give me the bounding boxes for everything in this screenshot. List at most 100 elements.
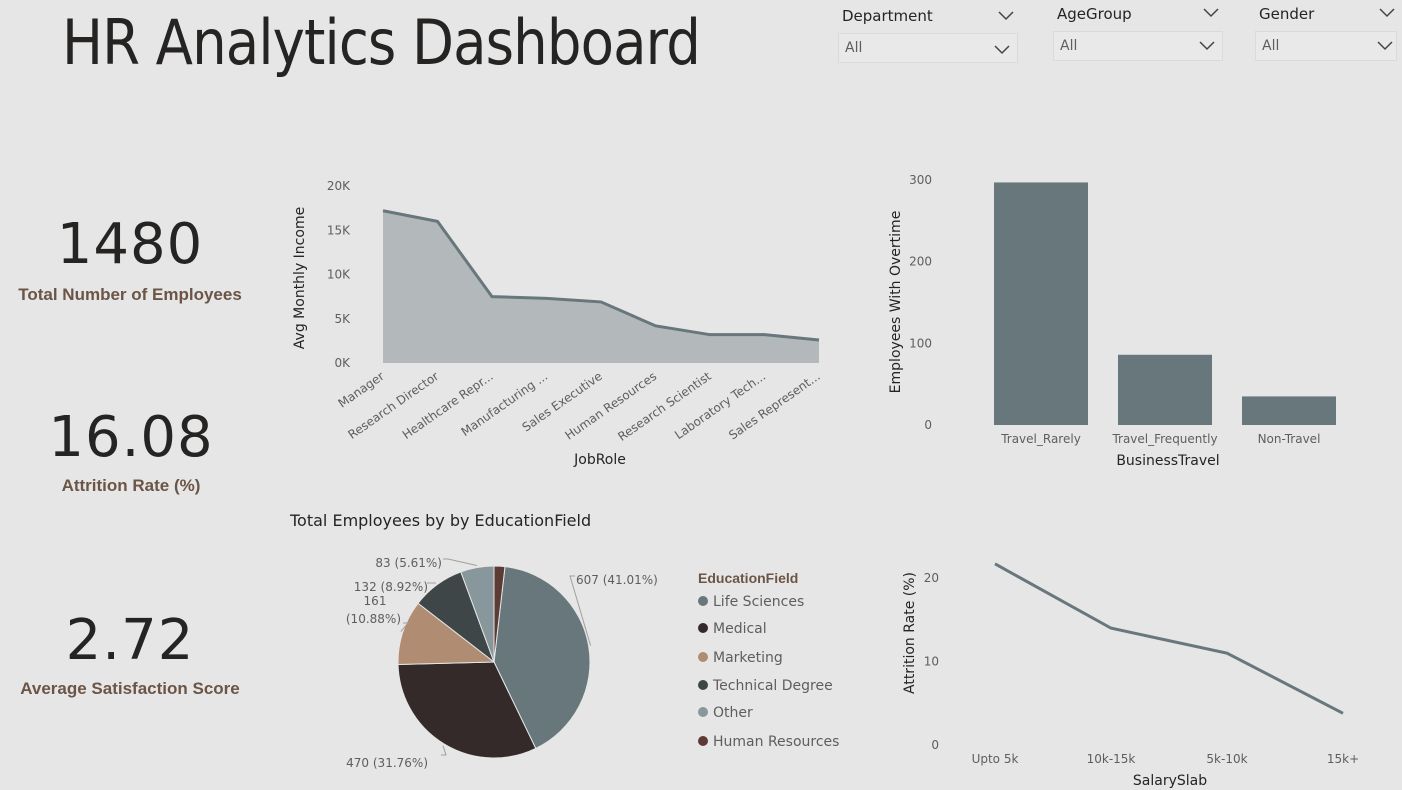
pie-data-label: 132 (8.92%)	[354, 580, 428, 594]
line-series	[994, 562, 1344, 715]
agegroup-dropdown[interactable]: All	[1053, 31, 1223, 61]
legend-swatch	[698, 596, 708, 606]
pie-data-label: 83 (5.61%)	[375, 556, 442, 570]
area-fill	[383, 210, 819, 363]
pie-chart-title: Total Employees by by EducationField	[289, 511, 591, 530]
chevron-down-icon[interactable]	[994, 45, 1010, 55]
bar-x-tick: Travel_Rarely	[1000, 432, 1081, 446]
legend-label: Technical Degree	[713, 678, 833, 694]
chevron-down-icon[interactable]	[998, 11, 1014, 21]
agegroup-slicer[interactable]: AgeGroup All	[1053, 1, 1223, 63]
legend-item-life-sciences[interactable]: Life Sciences	[698, 594, 804, 610]
kpi-satisfaction-value: 2.72	[65, 608, 195, 673]
department-slicer-label: Department	[842, 7, 933, 25]
bar-x-tick: Travel_Frequently	[1111, 432, 1217, 446]
agegroup-value: All	[1060, 38, 1078, 54]
area-y-tick: 20K	[327, 179, 351, 193]
legend-swatch	[698, 652, 708, 662]
bar-y-tick: 0	[924, 418, 932, 432]
line-x-tick: 10k-15k	[1087, 752, 1136, 766]
legend-label: Other	[713, 705, 753, 721]
legend-item-medical[interactable]: Medical	[698, 621, 767, 637]
gender-dropdown[interactable]: All	[1255, 31, 1397, 61]
line-x-tick: 5k-10k	[1206, 752, 1247, 766]
pie-data-label: 607 (41.01%)	[576, 573, 658, 587]
area-chart-xlabel: JobRole	[573, 452, 626, 468]
area-x-tick: Laboratory Tech...	[672, 369, 768, 442]
line-chart-xlabel: SalarySlab	[1133, 773, 1207, 789]
legend-swatch	[698, 736, 708, 746]
kpi-employees-value: 1480	[56, 212, 204, 277]
line-y-tick: 20	[924, 571, 939, 585]
pie-data-label: 161	[364, 594, 387, 608]
bar-non-travel	[1242, 396, 1336, 425]
legend-swatch	[698, 680, 708, 690]
pie-leader-line	[400, 622, 410, 632]
gender-slicer[interactable]: Gender All	[1255, 1, 1397, 63]
area-series-line	[382, 209, 820, 342]
chevron-down-icon[interactable]	[1377, 41, 1393, 51]
legend-swatch	[698, 707, 708, 717]
legend-item-human-resources[interactable]: Human Resources	[698, 734, 839, 750]
bar-travel_frequently	[1118, 354, 1212, 425]
area-y-tick: 10K	[327, 268, 351, 282]
pie-slice-life-sciences	[493, 566, 591, 750]
gender-value: All	[1262, 38, 1280, 54]
line-y-tick: 0	[931, 738, 939, 752]
area-chart-ylabel: Avg Monthly Income	[292, 207, 308, 349]
legend-item-other[interactable]: Other	[698, 705, 753, 721]
area-x-tick: Research Director	[345, 369, 441, 442]
education-field-pie-chart[interactable]: Total Employees by by EducationField 607…	[280, 505, 700, 785]
area-x-tick: Manager	[336, 369, 387, 411]
area-y-tick: 0K	[334, 356, 351, 370]
pie-leader-line	[569, 575, 592, 646]
pie-slice-medical	[397, 661, 537, 759]
line-chart-ylabel: Attrition Rate (%)	[902, 572, 918, 694]
legend-swatch	[698, 623, 708, 633]
pie-data-label: (10.88%)	[346, 612, 401, 626]
bar-x-tick: Non-Travel	[1258, 432, 1321, 446]
kpi-attrition-label: Attrition Rate (%)	[61, 476, 201, 495]
department-dropdown[interactable]: All	[838, 33, 1018, 63]
area-y-tick: 15K	[327, 223, 351, 237]
pie-leader-line	[441, 745, 447, 756]
chevron-down-icon[interactable]	[1379, 8, 1395, 18]
gender-slicer-label: Gender	[1259, 5, 1315, 23]
legend-item-marketing[interactable]: Marketing	[698, 650, 783, 666]
area-x-tick: Sales Represent...	[726, 369, 822, 442]
area-y-tick: 5K	[334, 312, 351, 326]
attrition-by-salaryslab-chart[interactable]: Attrition Rate (%) SalarySlab 0 10 20 Upto …	[880, 520, 1380, 790]
income-by-jobrole-chart[interactable]: Avg Monthly Income JobRole 0K 5K 10K 15K 20K…	[280, 168, 840, 478]
legend-label: Medical	[713, 621, 767, 637]
kpi-employees-label: Total Number of Employees	[18, 285, 242, 304]
legend-label: Human Resources	[713, 734, 840, 750]
line-x-tick: Upto 5k	[972, 752, 1019, 766]
bar-chart-ylabel: Employees With Overtime	[888, 211, 904, 394]
bar-y-tick: 100	[909, 336, 932, 350]
pie-slice-marketing	[397, 602, 496, 665]
bar-y-tick: 300	[909, 173, 932, 187]
kpi-attrition-value: 16.08	[48, 405, 214, 470]
kpi-satisfaction-label: Average Satisfaction Score	[20, 679, 240, 698]
line-x-tick: 15k+	[1327, 752, 1359, 766]
bar-chart-xlabel: BusinessTravel	[1116, 453, 1219, 469]
legend-item-technical-degree[interactable]: Technical Degree	[698, 678, 833, 694]
bar-travel_rarely	[994, 182, 1088, 425]
pie-legend-title: EducationField	[698, 570, 799, 586]
chevron-down-icon[interactable]	[1199, 41, 1215, 51]
department-slicer[interactable]: Department All	[838, 3, 1018, 65]
pie-slice-human-resources	[493, 565, 506, 663]
area-x-tick: Research Scientist	[615, 369, 714, 444]
chevron-down-icon[interactable]	[1203, 8, 1219, 18]
department-value: All	[845, 40, 863, 56]
legend-label: Life Sciences	[713, 594, 805, 610]
dashboard-title: HR Analytics Dashboard	[62, 6, 701, 79]
agegroup-slicer-label: AgeGroup	[1057, 5, 1132, 23]
pie-data-label: 470 (31.76%)	[346, 756, 428, 770]
bar-y-tick: 200	[909, 255, 932, 269]
line-y-tick: 10	[924, 655, 939, 669]
area-x-tick: Healthcare Repr...	[400, 369, 496, 442]
legend-label: Marketing	[713, 650, 783, 666]
overtime-by-travel-chart[interactable]: Employees With Overtime BusinessTravel 0…	[880, 165, 1360, 475]
pie-leader-line	[443, 558, 477, 567]
